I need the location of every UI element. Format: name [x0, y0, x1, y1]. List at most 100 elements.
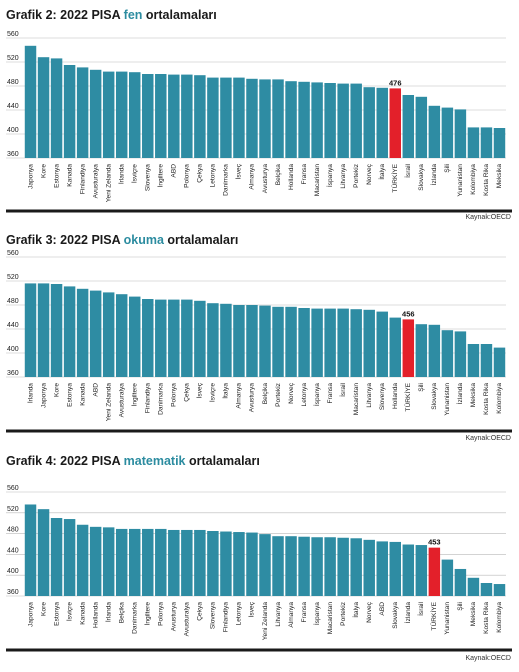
x-tick-label: Finlandiya	[223, 602, 230, 632]
bar	[207, 77, 219, 158]
x-tick-label: Portekiz	[340, 602, 347, 626]
bar	[128, 528, 141, 596]
bar	[402, 95, 415, 158]
x-tick-label: İsviçre	[64, 602, 73, 621]
x-tick-label: TÜRKİYE	[429, 601, 438, 630]
bar	[415, 96, 428, 158]
bar	[233, 77, 245, 158]
data-label: 456	[402, 309, 415, 318]
x-tick-label: İtalya	[351, 602, 360, 618]
x-tick-label: İtalya	[221, 383, 230, 399]
bar	[415, 324, 428, 377]
bar	[259, 305, 271, 377]
source-label: Kaynak:OECD	[465, 435, 511, 442]
x-tick-label: TÜRKİYE	[403, 382, 412, 411]
x-tick-label: İsviçre	[129, 164, 138, 183]
x-tick-label: Slovenya	[210, 602, 217, 629]
x-tick-label: Avusturya	[262, 164, 269, 194]
x-tick-label: Slovakya	[431, 383, 438, 410]
bar	[285, 306, 297, 377]
bar	[102, 71, 115, 158]
x-tick-label: Estonya	[66, 383, 73, 407]
bar	[142, 528, 154, 596]
x-tick-label: Şili	[418, 382, 425, 391]
bar	[63, 519, 76, 596]
x-tick-label: İsveç	[195, 382, 204, 398]
x-tick-label: İngiltere	[129, 383, 138, 407]
x-tick-label: Polonya	[171, 383, 178, 407]
bar	[493, 128, 506, 158]
x-tick-label: Hollanda	[92, 602, 99, 628]
bar	[168, 74, 180, 158]
x-tick-label: Çekya	[184, 383, 191, 402]
bar	[337, 83, 349, 158]
bar	[155, 528, 167, 596]
y-tick-label: 400	[7, 127, 19, 134]
x-tick-label: Almanya	[288, 602, 295, 628]
bar	[50, 518, 63, 596]
chart-title: Grafik 2: 2022 PISA fen ortalamaları	[6, 8, 217, 22]
bar	[441, 559, 454, 596]
x-tick-label: İsveç	[247, 601, 256, 617]
x-tick-label: Avusturya	[171, 602, 178, 632]
bar	[467, 127, 480, 158]
bar-highlight	[402, 319, 415, 377]
x-tick-label: Avusturalya	[92, 164, 99, 199]
y-tick-label: 520	[7, 506, 19, 513]
bar	[324, 83, 336, 158]
bar	[128, 72, 141, 158]
y-tick-label: 440	[7, 547, 19, 554]
bar	[324, 308, 336, 377]
bar-chart-fen: 360 400 440 480 520 560 Japonya Kore Estonya Kana…	[6, 31, 512, 213]
y-tick-label: 480	[7, 79, 19, 86]
x-tick-label: Danimarka	[223, 164, 230, 196]
x-tick-label: Yunanistan	[444, 383, 451, 416]
y-tick-label: 360	[7, 370, 19, 377]
bar	[246, 305, 258, 377]
x-tick-label: İspanya	[312, 602, 321, 625]
x-tick-label: Meksika	[470, 383, 477, 408]
bar	[376, 311, 388, 377]
bar	[168, 299, 180, 377]
bar	[376, 541, 388, 596]
x-tick-label: İrlanda	[103, 602, 112, 622]
x-tick-label: Kanada	[79, 383, 86, 406]
x-tick-label: Polonya	[158, 602, 165, 626]
x-tick-label: Slovakya	[418, 164, 425, 191]
bar	[233, 532, 245, 596]
x-tick-label: İzlanda	[403, 602, 412, 624]
bar	[89, 69, 102, 158]
bar	[89, 526, 102, 596]
x-tick-label: Yunanistan	[444, 602, 451, 635]
bar	[376, 87, 388, 158]
chart-panel-matematik: Grafik 4: 2022 PISA matematik ortalamala…	[0, 454, 519, 672]
x-tick-label: Slovenya	[145, 164, 152, 191]
bar	[272, 79, 284, 158]
bar	[415, 545, 428, 596]
bar	[50, 284, 63, 377]
bar	[142, 299, 154, 377]
chart-title: Grafik 4: 2022 PISA matematik ortalamala…	[6, 454, 260, 468]
x-tick-label: İsveç	[234, 163, 243, 179]
x-tick-label: Kosta Rika	[483, 602, 490, 634]
y-tick-label: 560	[7, 31, 19, 38]
bar	[402, 544, 415, 596]
x-tick-label: Slovakya	[392, 602, 399, 629]
y-tick-label: 400	[7, 568, 19, 575]
bar	[24, 283, 37, 377]
source-label: Kaynak:OECD	[465, 655, 511, 662]
source-label: Kaynak:OECD	[465, 214, 511, 221]
bar	[350, 538, 362, 596]
bar	[220, 303, 232, 377]
bar	[298, 81, 310, 158]
x-tick-label: Kore	[40, 164, 47, 178]
bar	[467, 577, 480, 596]
x-tick-label: İsrail	[416, 601, 425, 615]
x-tick-label: Estonya	[53, 602, 60, 626]
bar	[311, 308, 323, 377]
bar	[428, 105, 441, 158]
bar	[233, 305, 245, 377]
x-tick-label: Litvanya	[340, 164, 347, 189]
bar	[181, 299, 193, 377]
x-tick-label: ABD	[379, 602, 386, 616]
